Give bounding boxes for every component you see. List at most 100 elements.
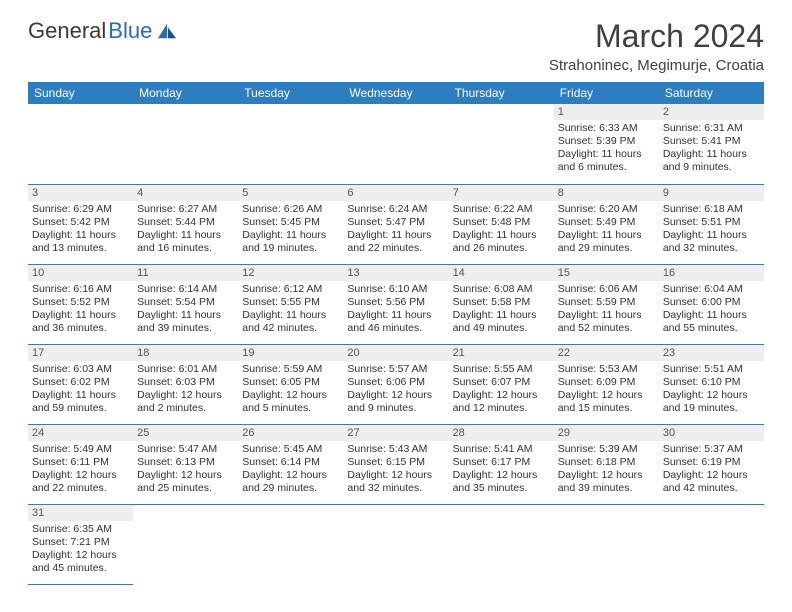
- day-data-line: Daylight: 11 hours: [242, 229, 339, 242]
- day-data-line: Daylight: 11 hours: [242, 309, 339, 322]
- day-data-line: and 9 minutes.: [347, 402, 444, 415]
- day-data-line: Sunrise: 6:27 AM: [137, 203, 234, 216]
- day-data-line: Sunset: 5:51 PM: [663, 216, 760, 229]
- day-number: 28: [449, 425, 554, 441]
- calendar-cell: 14Sunrise: 6:08 AMSunset: 5:58 PMDayligh…: [449, 264, 554, 344]
- day-number: 23: [659, 345, 764, 361]
- day-data: Sunrise: 6:29 AMSunset: 5:42 PMDaylight:…: [28, 201, 133, 260]
- day-data-line: and 22 minutes.: [347, 242, 444, 255]
- day-data-line: Sunrise: 5:39 AM: [558, 443, 655, 456]
- day-data-line: Sunrise: 5:37 AM: [663, 443, 760, 456]
- calendar-cell: 7Sunrise: 6:22 AMSunset: 5:48 PMDaylight…: [449, 184, 554, 264]
- day-number: 5: [238, 185, 343, 201]
- calendar-week-row: 10Sunrise: 6:16 AMSunset: 5:52 PMDayligh…: [28, 264, 764, 344]
- calendar-week-row: 17Sunrise: 6:03 AMSunset: 6:02 PMDayligh…: [28, 344, 764, 424]
- day-data: Sunrise: 5:51 AMSunset: 6:10 PMDaylight:…: [659, 361, 764, 420]
- day-of-week-header: Saturday: [659, 82, 764, 104]
- day-data-line: Sunset: 5:44 PM: [137, 216, 234, 229]
- day-data-line: and 19 minutes.: [663, 402, 760, 415]
- day-data: Sunrise: 5:37 AMSunset: 6:19 PMDaylight:…: [659, 441, 764, 500]
- day-data-line: Sunrise: 6:18 AM: [663, 203, 760, 216]
- day-data-line: Sunrise: 5:53 AM: [558, 363, 655, 376]
- day-data-line: Sunrise: 6:01 AM: [137, 363, 234, 376]
- day-data-line: and 13 minutes.: [32, 242, 129, 255]
- day-data-line: Daylight: 12 hours: [663, 469, 760, 482]
- day-data-line: and 39 minutes.: [558, 482, 655, 495]
- day-data-line: Daylight: 11 hours: [663, 309, 760, 322]
- calendar-cell: [659, 504, 764, 584]
- calendar-cell: 9Sunrise: 6:18 AMSunset: 5:51 PMDaylight…: [659, 184, 764, 264]
- day-data-line: Sunrise: 6:24 AM: [347, 203, 444, 216]
- day-number: 31: [28, 505, 133, 521]
- day-data-line: and 32 minutes.: [347, 482, 444, 495]
- day-data: Sunrise: 5:45 AMSunset: 6:14 PMDaylight:…: [238, 441, 343, 500]
- day-data-line: Daylight: 11 hours: [137, 309, 234, 322]
- day-data-line: Sunrise: 6:06 AM: [558, 283, 655, 296]
- month-title: March 2024: [549, 18, 764, 55]
- day-data-line: Daylight: 12 hours: [242, 469, 339, 482]
- day-data-line: Sunset: 5:52 PM: [32, 296, 129, 309]
- day-data-line: Sunset: 6:07 PM: [453, 376, 550, 389]
- day-data-line: Daylight: 12 hours: [558, 469, 655, 482]
- day-data-line: Daylight: 12 hours: [32, 549, 129, 562]
- day-data-line: Sunrise: 6:31 AM: [663, 122, 760, 135]
- day-data-line: Daylight: 12 hours: [347, 469, 444, 482]
- day-data-line: and 45 minutes.: [32, 562, 129, 575]
- day-of-week-header: Thursday: [449, 82, 554, 104]
- day-data-line: Sunset: 5:45 PM: [242, 216, 339, 229]
- day-data-line: Sunrise: 6:29 AM: [32, 203, 129, 216]
- day-data-line: Sunrise: 5:55 AM: [453, 363, 550, 376]
- day-number: 7: [449, 185, 554, 201]
- day-data-line: Sunset: 5:49 PM: [558, 216, 655, 229]
- calendar-cell: 11Sunrise: 6:14 AMSunset: 5:54 PMDayligh…: [133, 264, 238, 344]
- day-data-line: Sunrise: 6:12 AM: [242, 283, 339, 296]
- day-data: Sunrise: 6:03 AMSunset: 6:02 PMDaylight:…: [28, 361, 133, 420]
- day-data-line: Sunrise: 5:59 AM: [242, 363, 339, 376]
- calendar-cell: 15Sunrise: 6:06 AMSunset: 5:59 PMDayligh…: [554, 264, 659, 344]
- day-number: 3: [28, 185, 133, 201]
- day-data: Sunrise: 6:04 AMSunset: 6:00 PMDaylight:…: [659, 281, 764, 340]
- day-data-line: Daylight: 11 hours: [453, 229, 550, 242]
- day-data-line: and 22 minutes.: [32, 482, 129, 495]
- day-data-line: and 9 minutes.: [663, 161, 760, 174]
- day-data-line: Daylight: 12 hours: [558, 389, 655, 402]
- day-data-line: Daylight: 12 hours: [242, 389, 339, 402]
- day-data-line: Sunrise: 5:45 AM: [242, 443, 339, 456]
- day-data-line: Sunset: 5:54 PM: [137, 296, 234, 309]
- day-data-line: Daylight: 11 hours: [558, 148, 655, 161]
- day-data-line: Sunrise: 6:35 AM: [32, 523, 129, 536]
- day-number: 2: [659, 104, 764, 120]
- day-data: Sunrise: 6:31 AMSunset: 5:41 PMDaylight:…: [659, 120, 764, 179]
- day-number: 27: [343, 425, 448, 441]
- calendar-cell: 22Sunrise: 5:53 AMSunset: 6:09 PMDayligh…: [554, 344, 659, 424]
- day-data-line: Sunrise: 6:20 AM: [558, 203, 655, 216]
- calendar-cell: [133, 504, 238, 584]
- day-data-line: Sunset: 6:11 PM: [32, 456, 129, 469]
- day-data-line: Sunset: 6:14 PM: [242, 456, 339, 469]
- day-data-line: Daylight: 12 hours: [32, 469, 129, 482]
- logo-text-1: General: [28, 18, 106, 44]
- day-data-line: Sunset: 5:58 PM: [453, 296, 550, 309]
- day-data-line: Sunset: 6:05 PM: [242, 376, 339, 389]
- day-data-line: Daylight: 11 hours: [32, 309, 129, 322]
- day-data: Sunrise: 6:24 AMSunset: 5:47 PMDaylight:…: [343, 201, 448, 260]
- day-data-line: and 59 minutes.: [32, 402, 129, 415]
- day-data: Sunrise: 6:14 AMSunset: 5:54 PMDaylight:…: [133, 281, 238, 340]
- day-data-line: Daylight: 11 hours: [137, 229, 234, 242]
- calendar-body: 1Sunrise: 6:33 AMSunset: 5:39 PMDaylight…: [28, 104, 764, 584]
- calendar-table: SundayMondayTuesdayWednesdayThursdayFrid…: [28, 82, 764, 585]
- day-data-line: and 52 minutes.: [558, 322, 655, 335]
- calendar-cell: 4Sunrise: 6:27 AMSunset: 5:44 PMDaylight…: [133, 184, 238, 264]
- day-data-line: Sunset: 6:15 PM: [347, 456, 444, 469]
- logo-sail-icon: [156, 22, 178, 40]
- day-number: 13: [343, 265, 448, 281]
- day-number: 24: [28, 425, 133, 441]
- day-number: 18: [133, 345, 238, 361]
- day-data-line: and 29 minutes.: [242, 482, 339, 495]
- day-data-line: and 39 minutes.: [137, 322, 234, 335]
- calendar-cell: 28Sunrise: 5:41 AMSunset: 6:17 PMDayligh…: [449, 424, 554, 504]
- day-data-line: Sunset: 6:13 PM: [137, 456, 234, 469]
- day-number: 26: [238, 425, 343, 441]
- day-number: 6: [343, 185, 448, 201]
- day-data-line: and 29 minutes.: [558, 242, 655, 255]
